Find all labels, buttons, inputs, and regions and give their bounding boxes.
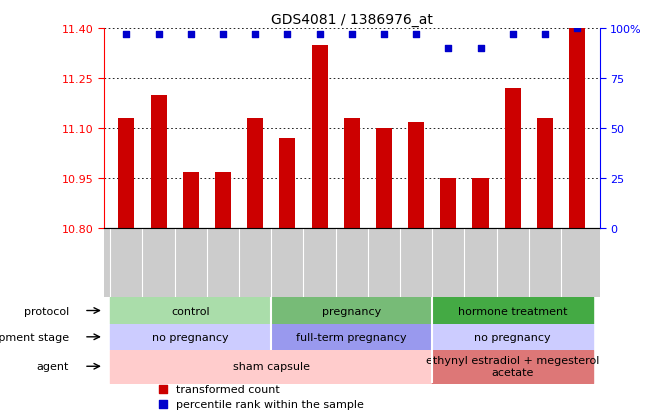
Point	[153, 32, 164, 38]
Text: hormone treatment: hormone treatment	[458, 306, 567, 316]
Text: agent: agent	[37, 361, 69, 371]
Point	[346, 32, 357, 38]
Point	[379, 32, 389, 38]
Bar	[344, 119, 360, 229]
Text: sham capsule: sham capsule	[232, 361, 310, 371]
Text: protocol: protocol	[24, 306, 69, 316]
Point	[539, 32, 550, 38]
Text: ethynyl estradiol + megesterol
acetate: ethynyl estradiol + megesterol acetate	[426, 356, 600, 377]
Point	[158, 386, 169, 392]
Text: development stage: development stage	[0, 332, 69, 342]
Bar	[215, 172, 231, 229]
Point	[507, 32, 518, 38]
Bar	[183, 172, 199, 229]
Bar	[151, 95, 167, 229]
Bar	[376, 129, 392, 229]
Point	[572, 26, 582, 32]
Point	[411, 32, 421, 38]
Point	[282, 32, 293, 38]
Point	[314, 32, 325, 38]
Title: GDS4081 / 1386976_at: GDS4081 / 1386976_at	[271, 12, 433, 26]
Bar	[408, 122, 424, 229]
Point	[250, 32, 261, 38]
Point	[218, 32, 228, 38]
Point	[121, 32, 132, 38]
Bar	[537, 119, 553, 229]
Text: no pregnancy: no pregnancy	[474, 332, 551, 342]
Bar	[279, 139, 295, 229]
Text: transformed count: transformed count	[176, 384, 279, 394]
Point	[186, 32, 196, 38]
Bar	[569, 29, 585, 229]
Bar	[119, 119, 135, 229]
Bar	[440, 179, 456, 229]
Point	[475, 45, 486, 52]
Text: full-term pregnancy: full-term pregnancy	[296, 332, 407, 342]
Text: pregnancy: pregnancy	[322, 306, 381, 316]
Point	[443, 45, 454, 52]
Bar	[505, 89, 521, 229]
Bar	[247, 119, 263, 229]
Text: no pregnancy: no pregnancy	[153, 332, 229, 342]
Point	[158, 400, 169, 407]
Text: percentile rank within the sample: percentile rank within the sample	[176, 399, 364, 408]
Bar	[472, 179, 488, 229]
Bar	[312, 45, 328, 229]
Text: control: control	[172, 306, 210, 316]
